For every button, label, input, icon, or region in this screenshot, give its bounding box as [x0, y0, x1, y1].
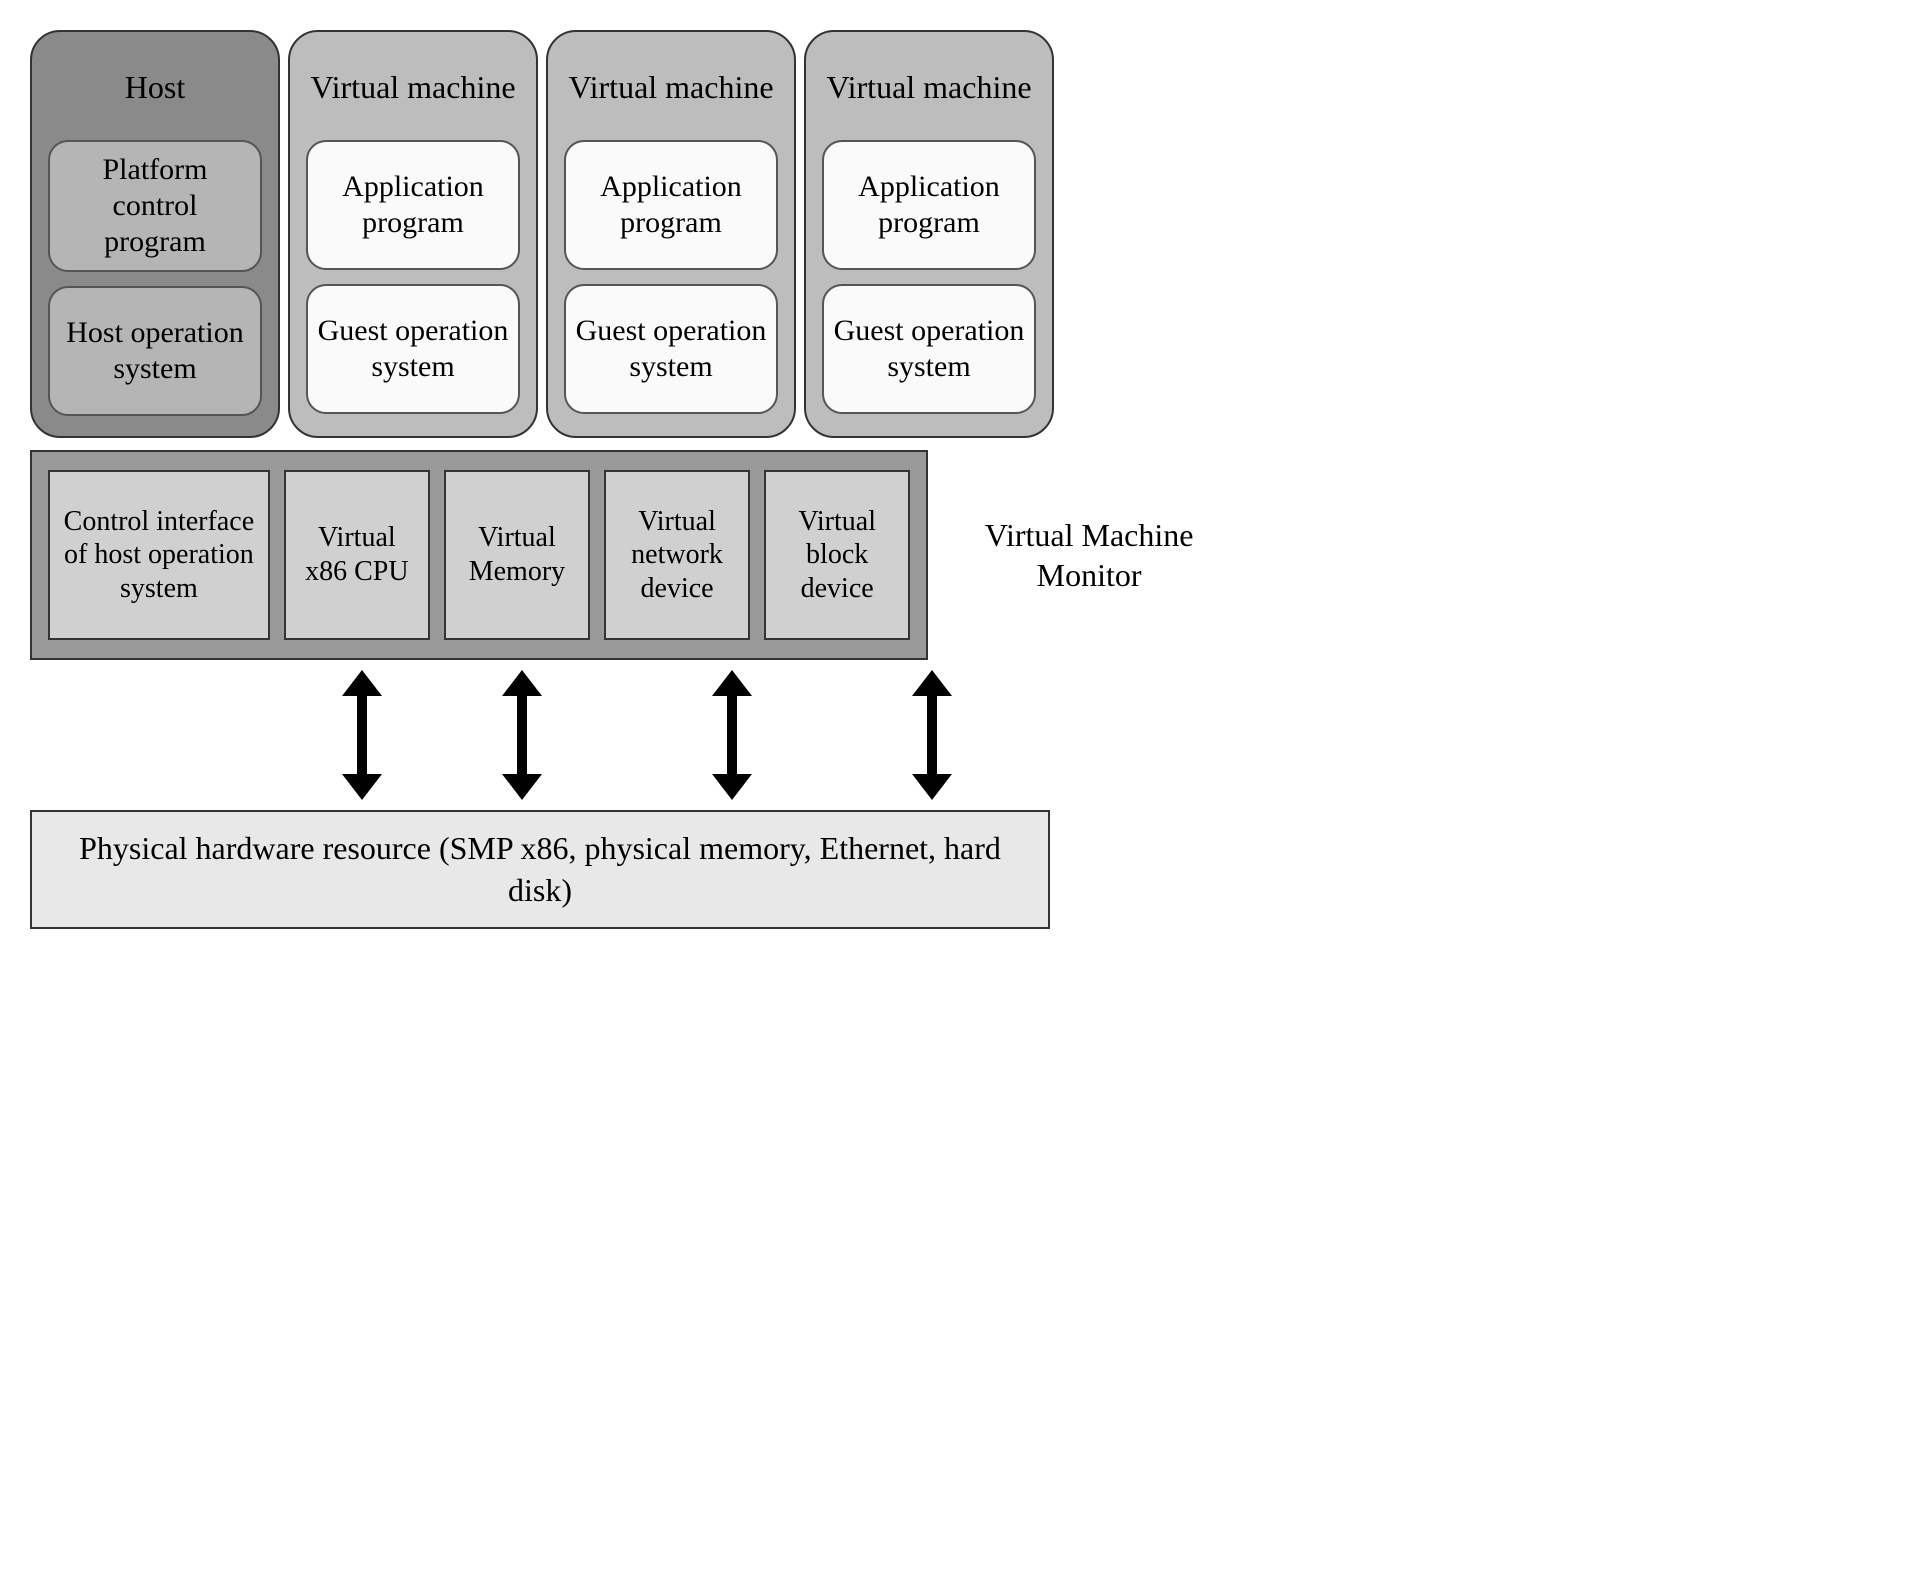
platform-control-box: Platform control program — [48, 140, 262, 272]
vm1-app-box: Application program — [306, 140, 520, 270]
vm2-title: Virtual machine — [568, 48, 773, 126]
vmm-virtual-memory: Virtual Memory — [444, 470, 590, 640]
vm-column-3: Virtual machine Application program Gues… — [804, 30, 1054, 438]
arrow-3 — [710, 670, 754, 800]
vm3-os-box: Guest operation system — [822, 284, 1036, 414]
vm-column-1: Virtual machine Application program Gues… — [288, 30, 538, 438]
vmm-block-device: Virtual block device — [764, 470, 910, 640]
vm1-title: Virtual machine — [310, 48, 515, 126]
arrow-1 — [340, 670, 384, 800]
top-row: Host Platform control program Host opera… — [30, 30, 1230, 438]
vmm-row: Control interface of host operation syst… — [30, 450, 1230, 660]
vmm-architecture-diagram: Host Platform control program Host opera… — [30, 30, 1230, 929]
vm3-app-box: Application program — [822, 140, 1036, 270]
vm-column-2: Virtual machine Application program Gues… — [546, 30, 796, 438]
arrows-row — [30, 660, 1050, 810]
vm2-app-box: Application program — [564, 140, 778, 270]
vm1-os-box: Guest operation system — [306, 284, 520, 414]
vm3-title: Virtual machine — [826, 48, 1031, 126]
vmm-network-device: Virtual network device — [604, 470, 750, 640]
vmm-x86-cpu: Virtual x86 CPU — [284, 470, 430, 640]
hardware-box: Physical hardware resource (SMP x86, phy… — [30, 810, 1050, 929]
vm2-os-box: Guest operation system — [564, 284, 778, 414]
host-os-box: Host operation system — [48, 286, 262, 416]
vmm-label: Virtual Machine Monitor — [948, 515, 1230, 595]
host-title: Host — [125, 48, 185, 126]
arrow-4 — [910, 670, 954, 800]
vmm-box: Control interface of host operation syst… — [30, 450, 928, 660]
host-column: Host Platform control program Host opera… — [30, 30, 280, 438]
arrow-2 — [500, 670, 544, 800]
vmm-control-interface: Control interface of host operation syst… — [48, 470, 270, 640]
